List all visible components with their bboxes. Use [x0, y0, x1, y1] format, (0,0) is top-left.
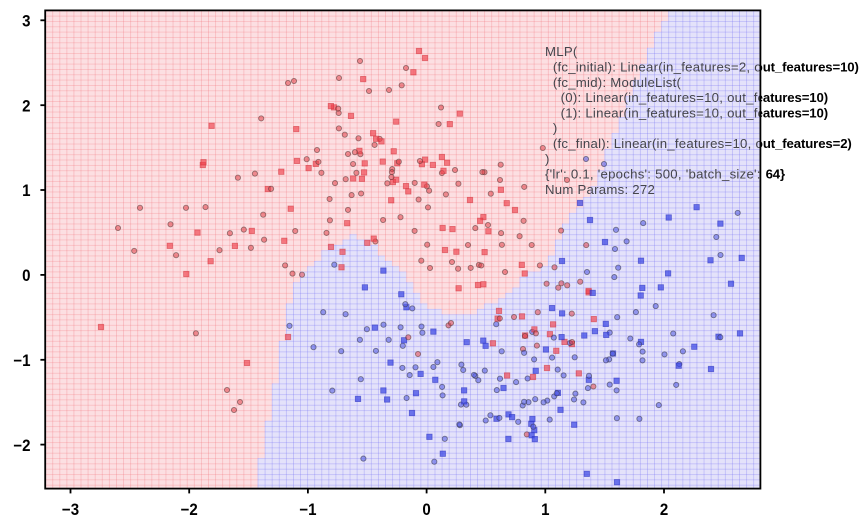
svg-text:(1): Linear(in_features=10, ou: (1): Linear(in_features=10, out_features… [545, 105, 831, 120]
svg-text:{'lr': 0.1, 'epochs': 500, 'ba: {'lr': 0.1, 'epochs': 500, 'batch_size':… [545, 167, 785, 182]
svg-text:−1: −1 [13, 352, 30, 370]
svg-text:2: 2 [22, 98, 31, 116]
svg-text:): ) [545, 151, 550, 166]
svg-text:(fc_initial): Linear(in_featur: (fc_initial): Linear(in_features=2, out_… [545, 60, 858, 75]
svg-text:(fc_mid): ModuleList(: (fc_mid): ModuleList( [545, 75, 682, 90]
svg-text:−2: −2 [13, 437, 30, 455]
svg-text:−3: −3 [62, 502, 79, 520]
svg-text:(1): Linear(in_features=10, ou: (1): Linear(in_features=10, out_features… [545, 105, 828, 120]
svg-text:Num Params: 272: Num Params: 272 [545, 182, 655, 197]
svg-text:−2: −2 [181, 502, 198, 520]
svg-text:(0): Linear(in_features=10, ou: (0): Linear(in_features=10, out_features… [545, 90, 828, 105]
svg-text:(fc_initial): Linear(in_featur: (fc_initial): Linear(in_features=2, out_… [545, 60, 859, 75]
svg-text:2: 2 [660, 502, 669, 520]
svg-text:(fc_final): Linear(in_features: (fc_final): Linear(in_features=10, out_f… [545, 136, 852, 151]
svg-text:1: 1 [541, 502, 550, 520]
svg-text:{'lr': 0.1, 'epochs': 500, 'ba: {'lr': 0.1, 'epochs': 500, 'batch_size':… [545, 167, 785, 182]
svg-text:): ) [545, 121, 557, 136]
svg-text:MLP(: MLP( [545, 44, 578, 59]
svg-text:3: 3 [22, 13, 31, 31]
svg-text:(fc_final): Linear(in_features: (fc_final): Linear(in_features=10, out_f… [545, 136, 852, 151]
svg-text:−1: −1 [299, 502, 316, 520]
svg-text:0: 0 [22, 268, 31, 286]
svg-text:0: 0 [422, 502, 431, 520]
svg-text:(0): Linear(in_features=10, ou: (0): Linear(in_features=10, out_features… [545, 90, 831, 105]
svg-text:1: 1 [22, 183, 31, 201]
